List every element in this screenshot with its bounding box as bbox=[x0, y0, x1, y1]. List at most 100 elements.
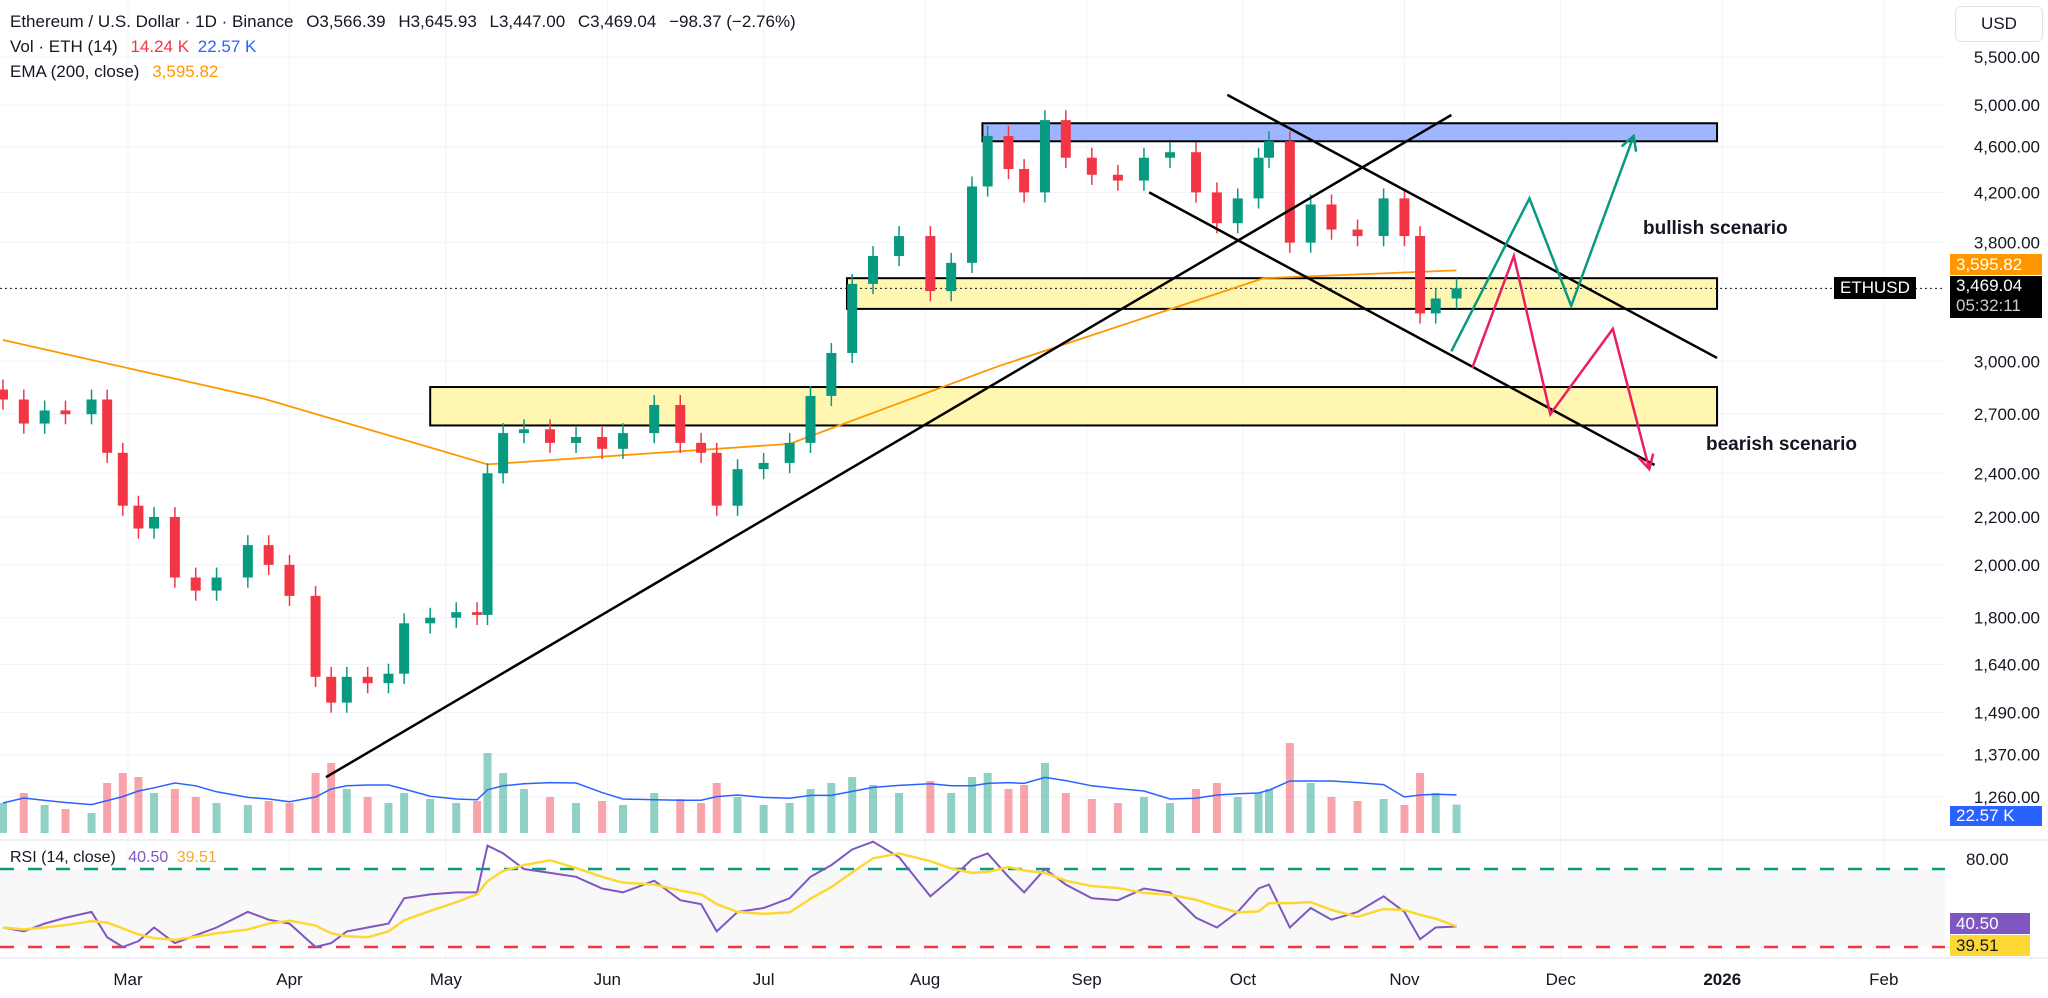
candle-body bbox=[149, 516, 160, 529]
bullish-scenario-label: bullish scenario bbox=[1643, 218, 1788, 239]
candle-body bbox=[696, 442, 707, 453]
bar-countdown: 05:32:11 bbox=[1956, 296, 2021, 315]
volume-bar bbox=[1353, 801, 1362, 833]
volume-legend: Vol · ETH (14) 14.24 K 22.57 K bbox=[10, 37, 264, 57]
candle-body bbox=[498, 433, 509, 474]
volume-bar bbox=[650, 793, 659, 833]
price-axis-label: 2,400.00 bbox=[1974, 464, 2040, 483]
candle-body bbox=[1451, 288, 1462, 299]
trendline bbox=[1226, 93, 1718, 360]
candle-body bbox=[169, 516, 180, 578]
candle-body bbox=[1263, 141, 1274, 158]
volume-bar bbox=[1254, 793, 1263, 833]
time-axis-label: Aug bbox=[910, 970, 940, 989]
price-axis-label: 1,370.00 bbox=[1974, 746, 2040, 765]
volume-bar bbox=[968, 777, 977, 833]
bearish-path-arrowhead bbox=[1637, 453, 1655, 472]
candle-body bbox=[805, 395, 816, 443]
rsi-line bbox=[2, 840, 1457, 949]
volume-bar bbox=[1233, 797, 1242, 833]
candle-body bbox=[117, 452, 128, 506]
candle-body bbox=[1430, 298, 1441, 314]
trendline bbox=[1148, 191, 1656, 467]
volume-bar bbox=[1400, 805, 1409, 833]
zone-blue bbox=[981, 122, 1719, 143]
volume-bar bbox=[926, 781, 935, 833]
candle-body bbox=[597, 436, 608, 449]
candle-body bbox=[1191, 152, 1202, 193]
zone-yellow bbox=[429, 386, 1719, 427]
time-axis-label: Jul bbox=[753, 970, 775, 989]
price-axis-label: 3,800.00 bbox=[1974, 234, 2040, 253]
candle-body bbox=[1112, 174, 1123, 181]
price-axis-label: 1,490.00 bbox=[1974, 704, 2040, 723]
candle-body bbox=[571, 436, 582, 443]
volume-bar bbox=[473, 801, 482, 833]
ema-price-tag: 3,595.82 bbox=[1950, 254, 2042, 275]
candle-body bbox=[982, 135, 993, 187]
ohlc-close: C3,469.04 bbox=[577, 12, 657, 31]
candle-body bbox=[39, 410, 50, 424]
time-axis-label: May bbox=[430, 970, 463, 989]
volume-bar bbox=[191, 797, 200, 833]
zone-yellow bbox=[845, 277, 1719, 310]
bullish-path bbox=[1450, 135, 1635, 352]
candle-body bbox=[18, 399, 29, 424]
candle-body bbox=[826, 352, 837, 396]
candle-body bbox=[675, 404, 686, 443]
candle-body bbox=[1399, 198, 1410, 237]
volume-bar bbox=[519, 789, 528, 833]
ema-legend: EMA (200, close) 3,595.82 bbox=[10, 62, 226, 82]
volume-bar bbox=[598, 801, 607, 833]
volume-bar bbox=[311, 773, 320, 833]
candle-body bbox=[1326, 204, 1337, 230]
candle-body bbox=[284, 564, 295, 596]
time-axis-label: Nov bbox=[1389, 970, 1420, 989]
trendline bbox=[325, 113, 1452, 779]
candle-body bbox=[1003, 135, 1014, 170]
volume-bar bbox=[1285, 743, 1294, 833]
candle-body bbox=[847, 283, 858, 353]
volume-bar bbox=[327, 763, 336, 833]
symbol-tag: ETHUSD bbox=[1834, 277, 1916, 299]
rsi-ma-value: 39.51 bbox=[176, 849, 217, 866]
volume-bar bbox=[150, 793, 159, 833]
candle-body bbox=[617, 433, 628, 449]
currency-button[interactable]: USD bbox=[1955, 6, 2043, 42]
time-axis-label: 2026 bbox=[1703, 970, 1741, 989]
candle-body bbox=[784, 442, 795, 463]
volume-bar bbox=[1139, 797, 1148, 833]
candle-body bbox=[326, 676, 337, 703]
price-axis-label: 2,200.00 bbox=[1974, 508, 2040, 527]
volume-bar bbox=[1020, 785, 1029, 833]
volume-bar bbox=[87, 813, 96, 833]
volume-bar bbox=[1264, 789, 1273, 833]
volume-bar bbox=[1166, 803, 1174, 833]
candle-body bbox=[1352, 229, 1363, 237]
time-axis-label: Feb bbox=[1869, 970, 1898, 989]
volume-bar bbox=[676, 799, 685, 833]
candle-body bbox=[341, 676, 352, 703]
candle-body bbox=[925, 236, 936, 292]
volume-bar bbox=[61, 809, 70, 833]
volume-bar bbox=[170, 789, 179, 833]
volume-bar bbox=[759, 805, 768, 833]
candle-body bbox=[1305, 204, 1316, 243]
candle-body bbox=[1086, 157, 1097, 175]
candle-body bbox=[518, 429, 529, 434]
symbol-title: Ethereum / U.S. Dollar · 1D · Binance bbox=[10, 12, 294, 31]
bullish-path-arrowhead bbox=[1620, 133, 1638, 152]
volume-bar bbox=[1416, 773, 1425, 833]
volume-bar bbox=[243, 805, 252, 833]
volume-bar bbox=[827, 783, 836, 833]
volume-bar bbox=[134, 777, 143, 833]
bearish-scenario-label: bearish scenario bbox=[1706, 434, 1858, 455]
candle-body bbox=[425, 617, 436, 624]
candle-body bbox=[1165, 152, 1175, 158]
volume-label: Vol · ETH (14) bbox=[10, 37, 118, 56]
volume-bar bbox=[400, 793, 409, 833]
rsi-ma-line bbox=[2, 852, 1457, 941]
time-axis-label: Jun bbox=[594, 970, 621, 989]
candle-body bbox=[1019, 169, 1030, 193]
